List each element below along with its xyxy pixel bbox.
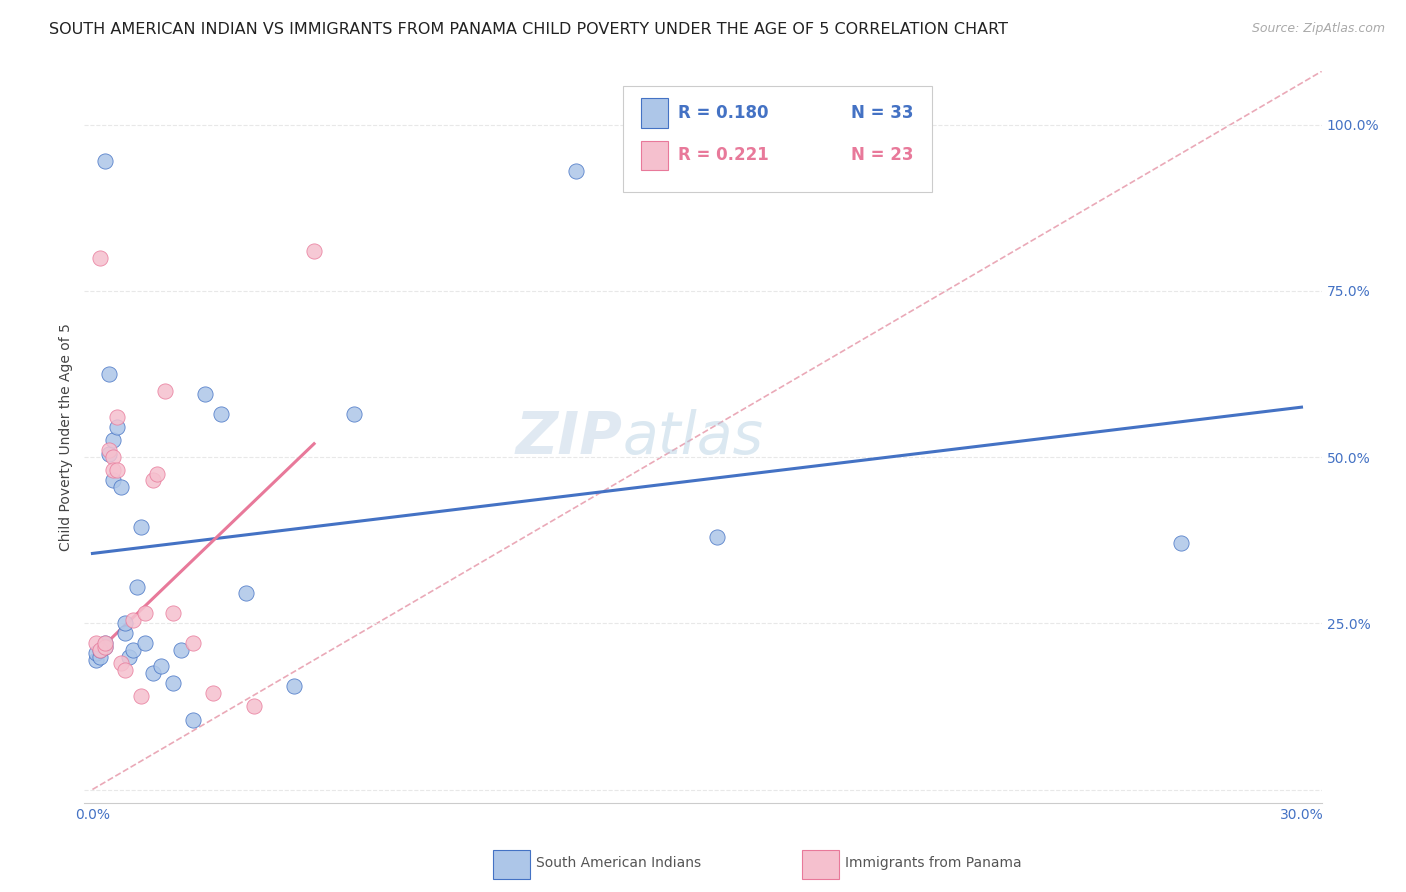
Point [194,387,217,401]
Point [93,640,115,654]
Point [209,407,232,421]
Point [170,643,193,657]
FancyBboxPatch shape [641,141,668,170]
Y-axis label: Child Poverty Under the Age of 5: Child Poverty Under the Age of 5 [59,323,73,551]
Point [118,649,141,664]
Point [89,643,111,657]
Point [146,467,169,481]
Point [121,613,143,627]
Text: R = 0.180: R = 0.180 [678,104,769,122]
Point [97,367,120,381]
Text: Source: ZipAtlas.com: Source: ZipAtlas.com [1251,22,1385,36]
Point [283,680,305,694]
Point [302,244,325,258]
Text: SOUTH AMERICAN INDIAN VS IMMIGRANTS FROM PANAMA CHILD POVERTY UNDER THE AGE OF 5: SOUTH AMERICAN INDIAN VS IMMIGRANTS FROM… [49,22,1008,37]
FancyBboxPatch shape [641,98,668,128]
Point [1170,536,1192,550]
Point [162,676,184,690]
Text: Immigrants from Panama: Immigrants from Panama [845,855,1022,870]
Point [86,646,108,660]
Point [181,636,204,650]
Text: N = 23: N = 23 [851,146,914,164]
Text: South American Indians: South American Indians [536,855,702,870]
FancyBboxPatch shape [801,849,839,879]
FancyBboxPatch shape [623,86,932,192]
Point [93,636,115,650]
Point [142,666,165,681]
Point [105,410,128,425]
Point [110,656,132,670]
Point [114,626,136,640]
Point [121,643,143,657]
Point [242,699,264,714]
Point [202,686,225,700]
Point [89,643,111,657]
Point [93,636,115,650]
Point [110,480,132,494]
Point [142,473,165,487]
Point [114,616,136,631]
Point [343,407,366,421]
Point [129,690,152,704]
Text: ZIP: ZIP [516,409,623,466]
Point [134,607,156,621]
Point [86,653,108,667]
Point [101,450,124,464]
Point [129,520,152,534]
Text: N = 33: N = 33 [851,104,914,122]
Point [134,636,156,650]
Point [149,659,172,673]
Point [97,443,120,458]
Point [565,164,588,178]
Point [105,420,128,434]
Point [105,463,128,477]
Point [101,434,124,448]
Point [93,154,115,169]
Point [235,586,257,600]
Point [97,447,120,461]
Point [86,636,108,650]
Text: R = 0.221: R = 0.221 [678,146,769,164]
Point [181,713,204,727]
Point [125,580,148,594]
Point [706,530,728,544]
FancyBboxPatch shape [492,849,530,879]
Point [153,384,176,398]
Point [89,251,111,265]
Text: atlas: atlas [623,409,763,466]
Point [162,607,184,621]
Point [101,463,124,477]
Point [93,640,115,654]
Point [89,649,111,664]
Point [114,663,136,677]
Point [101,473,124,487]
